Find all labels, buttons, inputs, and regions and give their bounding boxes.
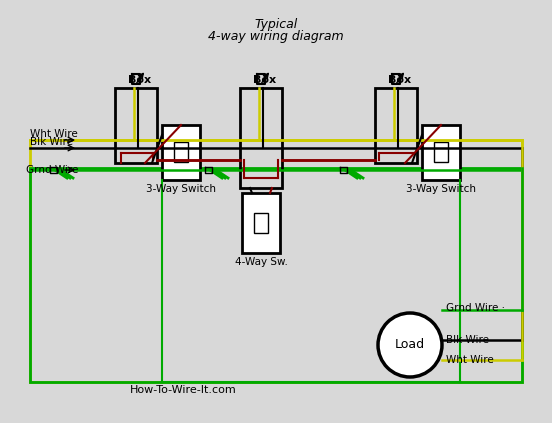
Bar [30,168,522,382]
Text: Blk Wire: Blk Wire [30,137,73,147]
Bar [422,125,460,180]
Bar [242,193,280,253]
Circle shape [378,313,442,377]
Text: 3-Way Switch: 3-Way Switch [146,184,216,194]
Text: Typical: Typical [254,18,298,31]
Bar [30,140,522,382]
Text: Wht Wire: Wht Wire [30,129,78,139]
Bar [162,125,200,180]
Text: 4-way wiring diagram: 4-way wiring diagram [208,30,344,43]
Text: Box: Box [253,75,276,85]
Text: Grnd Wire: Grnd Wire [26,165,78,175]
Bar [115,88,157,163]
Text: Blk Wire: Blk Wire [446,335,489,345]
Bar [240,88,282,188]
Text: Load: Load [395,338,425,352]
Text: Grnd Wire ·: Grnd Wire · [446,303,505,313]
Bar [375,88,417,163]
Text: Box: Box [128,75,151,85]
Text: 4-Way Sw.: 4-Way Sw. [235,257,288,267]
Bar [254,213,268,233]
Bar [434,142,448,162]
Text: How-To-Wire-It.com: How-To-Wire-It.com [130,385,237,395]
Text: 3-Way Switch: 3-Way Switch [406,184,476,194]
Text: Wht Wire: Wht Wire [446,355,493,365]
Bar [174,142,188,162]
Text: Box: Box [388,75,411,85]
